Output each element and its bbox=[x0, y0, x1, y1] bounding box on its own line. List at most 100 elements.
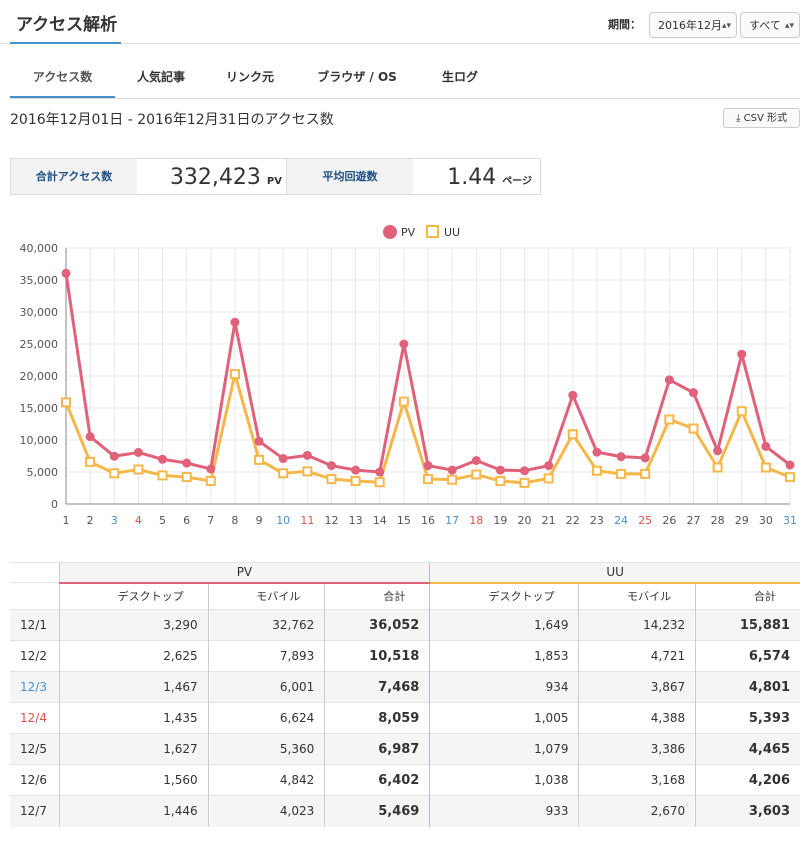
uu-point[interactable] bbox=[423, 474, 433, 485]
y-tick-label: 35,000 bbox=[20, 274, 59, 287]
access-line-chart: 0 5,000 10,000 15,000 20,000 25,000 30,000 35,0… bbox=[20, 225, 797, 527]
uu-point[interactable] bbox=[447, 474, 458, 485]
uu-point[interactable] bbox=[61, 397, 71, 408]
uu-point[interactable] bbox=[736, 406, 747, 417]
table-row: 12/5 1,627 5,360 6,987 1,079 3,386 4,465 bbox=[10, 733, 800, 765]
pv-point[interactable] bbox=[351, 465, 361, 475]
uu-point[interactable] bbox=[302, 466, 313, 477]
uu-point[interactable] bbox=[85, 456, 96, 467]
pv-point[interactable] bbox=[158, 454, 168, 464]
cell-pv-mobile: 6,624 bbox=[207, 702, 325, 734]
cell-pv-mobile: 4,023 bbox=[207, 795, 325, 827]
table-row: 12/1 3,290 32,762 36,052 1,649 14,232 15,881 bbox=[10, 609, 800, 641]
pv-point[interactable] bbox=[230, 317, 240, 327]
uu-point[interactable] bbox=[157, 470, 168, 481]
uu-point[interactable] bbox=[760, 462, 771, 473]
cell-pv-desktop: 1,435 bbox=[58, 702, 209, 734]
filter-select[interactable]: すべて ▴▾ bbox=[740, 12, 800, 38]
pv-point[interactable] bbox=[85, 432, 95, 442]
legend-uu-label: UU bbox=[444, 226, 460, 239]
cell-pv-total: 7,468 bbox=[324, 671, 430, 703]
uu-point[interactable] bbox=[278, 468, 289, 479]
pv-point[interactable] bbox=[375, 467, 385, 477]
cell-pv-total: 6,402 bbox=[324, 764, 430, 796]
cell-uu-mobile: 3,867 bbox=[578, 671, 696, 703]
pv-point[interactable] bbox=[423, 461, 433, 471]
uu-point[interactable] bbox=[254, 454, 265, 465]
uu-point[interactable] bbox=[543, 473, 554, 484]
pv-point[interactable] bbox=[544, 461, 554, 471]
row-date: 12/7 bbox=[10, 795, 59, 827]
x-tick-label: 15 bbox=[397, 514, 411, 527]
avg-pages-value: 1.44 ページ bbox=[412, 159, 532, 194]
pv-point[interactable] bbox=[688, 388, 698, 398]
pv-point[interactable] bbox=[447, 465, 457, 475]
uu-point[interactable] bbox=[205, 475, 216, 486]
pv-point[interactable] bbox=[61, 268, 71, 278]
pv-point[interactable] bbox=[616, 452, 626, 462]
uu-point[interactable] bbox=[133, 464, 144, 475]
pv-point[interactable] bbox=[278, 454, 288, 464]
uu-point[interactable] bbox=[664, 414, 675, 425]
pv-point[interactable] bbox=[495, 465, 505, 475]
row-date: 12/3 bbox=[10, 671, 59, 703]
uu-point[interactable] bbox=[785, 472, 795, 483]
pv-point[interactable] bbox=[109, 451, 119, 461]
x-tick-label: 24 bbox=[614, 514, 628, 527]
period-select[interactable]: 2016年12月 ▴▾ bbox=[649, 12, 737, 38]
pv-point[interactable] bbox=[520, 466, 530, 476]
x-tick-label: 26 bbox=[662, 514, 676, 527]
pv-point[interactable] bbox=[182, 458, 192, 468]
pv-point[interactable] bbox=[640, 453, 650, 463]
row-date: 12/4 bbox=[10, 702, 59, 734]
page-header: アクセス解析 期間： 2016年12月 ▴▾ すべて ▴▾ bbox=[0, 0, 800, 44]
cell-uu-mobile: 4,388 bbox=[578, 702, 696, 734]
tab-referrers[interactable]: リンク元 bbox=[225, 70, 274, 84]
uu-point[interactable] bbox=[616, 468, 627, 479]
uu-point[interactable] bbox=[398, 396, 409, 407]
pv-point[interactable] bbox=[399, 339, 409, 349]
pv-point[interactable] bbox=[471, 455, 481, 465]
uu-point[interactable] bbox=[519, 477, 530, 488]
pv-point[interactable] bbox=[664, 375, 674, 385]
y-tick-label: 10,000 bbox=[20, 434, 59, 447]
uu-point[interactable] bbox=[712, 462, 723, 473]
tab-access-count[interactable]: アクセス数 bbox=[32, 70, 93, 84]
x-tick-label: 7 bbox=[207, 514, 214, 527]
uu-point[interactable] bbox=[688, 423, 699, 434]
tab-raw-log[interactable]: 生ログ bbox=[441, 70, 478, 84]
pv-point[interactable] bbox=[254, 436, 264, 446]
pv-point[interactable] bbox=[206, 464, 216, 474]
pv-point[interactable] bbox=[737, 349, 747, 359]
y-tick-label: 5,000 bbox=[27, 466, 59, 479]
x-tick-label: 29 bbox=[735, 514, 749, 527]
x-tick-label: 14 bbox=[373, 514, 387, 527]
pv-point[interactable] bbox=[592, 447, 602, 457]
cell-pv-total: 6,987 bbox=[324, 733, 430, 765]
col-header-pv-mobile: モバイル bbox=[207, 582, 325, 610]
uu-point[interactable] bbox=[591, 465, 602, 476]
uu-point[interactable] bbox=[374, 477, 385, 488]
x-tick-label: 27 bbox=[686, 514, 700, 527]
pv-point[interactable] bbox=[326, 461, 336, 471]
uu-point[interactable] bbox=[109, 468, 120, 479]
uu-point[interactable] bbox=[495, 475, 506, 486]
uu-point[interactable] bbox=[640, 468, 651, 479]
uu-point[interactable] bbox=[181, 472, 192, 483]
uu-point[interactable] bbox=[567, 429, 578, 440]
pv-point[interactable] bbox=[713, 446, 723, 456]
pv-point[interactable] bbox=[568, 390, 578, 400]
pv-point[interactable] bbox=[785, 460, 795, 470]
pv-point[interactable] bbox=[761, 441, 771, 451]
uu-point[interactable] bbox=[471, 469, 482, 480]
col-header-uu-total: 合計 bbox=[695, 582, 800, 610]
pv-point[interactable] bbox=[302, 450, 312, 460]
tab-popular-articles[interactable]: 人気記事 bbox=[136, 70, 185, 84]
csv-export-button[interactable]: ⤓ CSV 形式 bbox=[723, 108, 800, 128]
pv-point[interactable] bbox=[133, 447, 143, 457]
cell-uu-total: 3,603 bbox=[695, 795, 800, 827]
uu-point[interactable] bbox=[326, 474, 337, 485]
uu-point[interactable] bbox=[350, 475, 361, 486]
tab-browser-os[interactable]: ブラウザ / OS bbox=[317, 70, 397, 84]
uu-point[interactable] bbox=[229, 369, 240, 380]
